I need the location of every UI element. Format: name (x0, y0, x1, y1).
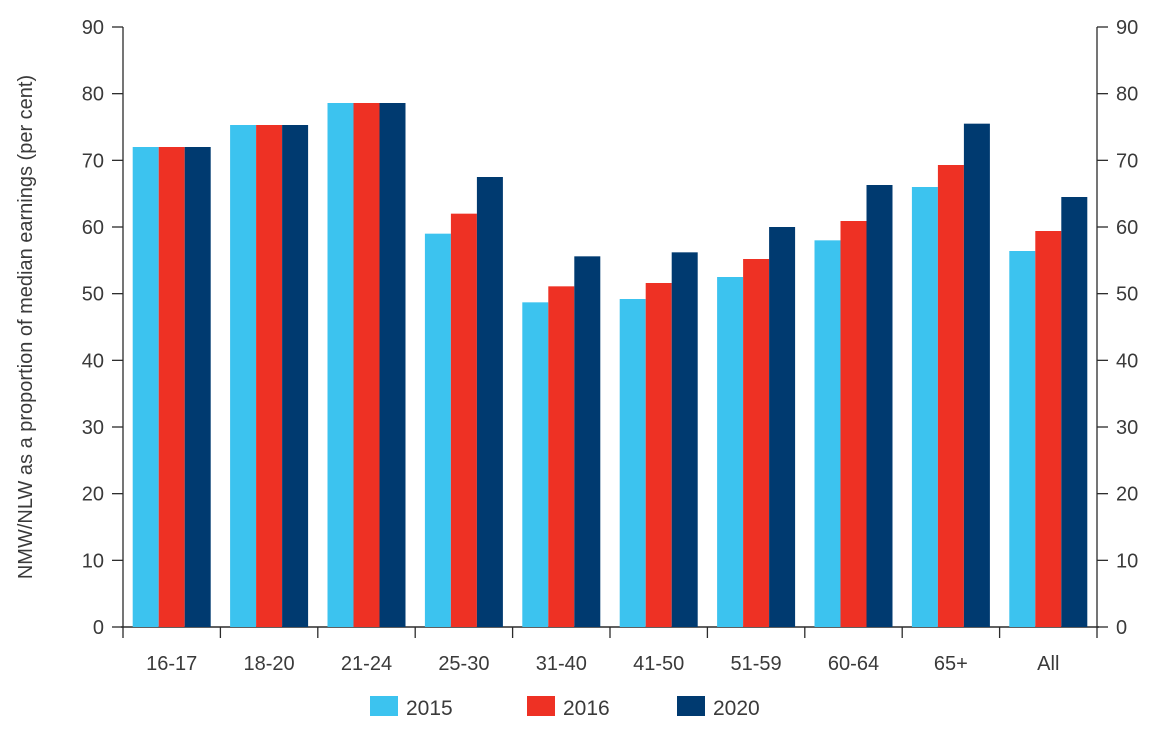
bar-2016-65+ (937, 165, 964, 627)
x-tick-label: 16-17 (146, 653, 197, 675)
bar-2015-31-40 (522, 302, 549, 627)
axes: 0 0 10 10 20 20 30 30 40 40 50 50 60 60 70 70 80 80 90 90 (82, 17, 1139, 639)
bar-2016-60-64 (840, 221, 867, 627)
legend-label-2020: 2020 (713, 697, 760, 720)
y-tick-label-left: 40 (82, 350, 104, 372)
bar-2020-All (1061, 197, 1088, 627)
bar-2020-65+ (963, 123, 990, 628)
bar-2015-18-20 (230, 125, 257, 627)
y-tick-label-left: 90 (82, 17, 104, 39)
y-tick-label-right: 60 (1116, 217, 1138, 239)
bar-2015-21-24 (327, 103, 354, 627)
bar-2016-51-59 (743, 259, 770, 627)
bar-2020-16-17 (184, 147, 211, 627)
bar-2016-41-50 (645, 283, 672, 627)
bar-2016-All (1035, 231, 1062, 627)
y-tick-label-right: 70 (1116, 150, 1138, 172)
y-tick-label-left: 70 (82, 150, 104, 172)
bar-2015-51-59 (717, 277, 744, 627)
bar-2020-60-64 (866, 185, 893, 627)
x-tick-label: 25-30 (438, 653, 489, 675)
y-tick-label-left: 0 (93, 617, 104, 639)
bar-2020-21-24 (379, 103, 406, 627)
y-tick-label-right: 50 (1116, 284, 1138, 306)
bar-2016-21-24 (353, 103, 380, 627)
x-tick-label: 65+ (934, 653, 968, 675)
y-tick-label-left: 50 (82, 284, 104, 306)
bar-2020-41-50 (671, 252, 698, 628)
bar-2016-18-20 (256, 125, 283, 627)
y-tick-label-right: 40 (1116, 350, 1138, 372)
x-tick-labels: 16-17 18-20 21-24 25-30 31-40 41-50 51-59 60-64… (146, 653, 1059, 675)
y-tick-label-left: 60 (82, 217, 104, 239)
bar-2015-16-17 (132, 147, 159, 627)
bar-2015-25-30 (424, 233, 451, 627)
legend-label-2015: 2015 (406, 697, 453, 720)
bar-2015-60-64 (814, 240, 841, 628)
bar-2016-31-40 (548, 286, 575, 627)
x-tick-label: 41-50 (633, 653, 684, 675)
y-tick-label-left: 80 (82, 84, 104, 106)
legend: 2015 2016 2020 (370, 696, 760, 720)
x-tick-label: 60-64 (828, 653, 879, 675)
x-tick-label: 51-59 (731, 653, 782, 675)
legend-swatch-2020 (677, 696, 705, 716)
x-tick-label: 31-40 (536, 653, 587, 675)
bar-2020-18-20 (282, 125, 309, 627)
bar-2020-25-30 (476, 177, 503, 627)
y-tick-label-right: 0 (1116, 617, 1127, 639)
x-tick-label: 21-24 (341, 653, 392, 675)
y-tick-label-left: 30 (82, 417, 104, 439)
legend-label-2016: 2016 (563, 697, 610, 720)
legend-swatch-2016 (527, 696, 555, 716)
bar-2020-51-59 (769, 227, 796, 627)
bar-2020-31-40 (574, 256, 601, 627)
x-tick-label: All (1037, 653, 1059, 675)
y-tick-label-right: 10 (1116, 550, 1138, 572)
x-tick-label: 18-20 (244, 653, 295, 675)
y-tick-label-right: 20 (1116, 484, 1138, 506)
y-tick-label-right: 80 (1116, 84, 1138, 106)
bar-2016-16-17 (158, 147, 185, 627)
y-tick-label-left: 10 (82, 550, 104, 572)
bars (132, 103, 1088, 628)
bar-2016-25-30 (450, 213, 477, 627)
y-tick-label-right: 90 (1116, 17, 1138, 39)
y-tick-label-right: 30 (1116, 417, 1138, 439)
bar-2015-41-50 (619, 299, 646, 627)
y-axis-title: NMW/NLW as a proportion of median earnin… (15, 75, 37, 579)
legend-swatch-2015 (370, 696, 398, 716)
bar-2015-65+ (911, 187, 938, 627)
y-tick-label-left: 20 (82, 484, 104, 506)
bar-2015-All (1009, 251, 1036, 627)
